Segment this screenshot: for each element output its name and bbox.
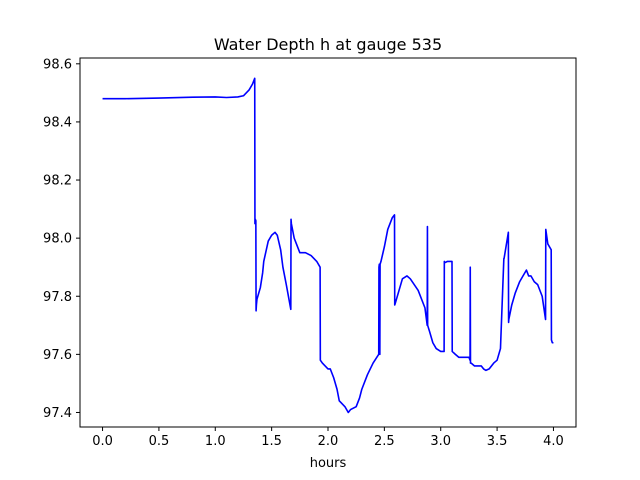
- series-line-0: [102, 77, 554, 414]
- axes-frame: [79, 57, 577, 428]
- y-tick-label: 97.4: [43, 406, 72, 421]
- x-tick-label: 4.0: [543, 434, 564, 449]
- y-tick-label: 98.4: [43, 115, 72, 130]
- x-tick-label: 1.5: [261, 434, 282, 449]
- x-tick-label: 2.0: [318, 434, 339, 449]
- x-tick-label: 3.0: [430, 434, 451, 449]
- plot-area: [102, 77, 554, 414]
- y-tick-label: 98.0: [43, 232, 72, 247]
- x-tick-label: 3.5: [487, 434, 508, 449]
- chart-title: Water Depth h at gauge 535: [214, 35, 442, 54]
- x-tick-label: 0.5: [149, 434, 170, 449]
- x-tick-label: 0.0: [92, 434, 113, 449]
- y-tick-label: 97.6: [43, 348, 72, 363]
- x-tick-label: 1.0: [205, 434, 226, 449]
- y-axis: 97.4 97.6 97.8 98.0 98.2 98.4 98.6: [43, 57, 80, 421]
- x-axis: 0.0 0.5 1.0 1.5 2.0 2.5 3.0 3.5 4.0: [92, 427, 564, 449]
- y-tick-label: 98.6: [43, 57, 72, 72]
- y-tick-label: 98.2: [43, 174, 72, 189]
- y-tick-label: 97.8: [43, 290, 72, 305]
- x-tick-label: 2.5: [374, 434, 395, 449]
- x-axis-label: hours: [310, 456, 347, 471]
